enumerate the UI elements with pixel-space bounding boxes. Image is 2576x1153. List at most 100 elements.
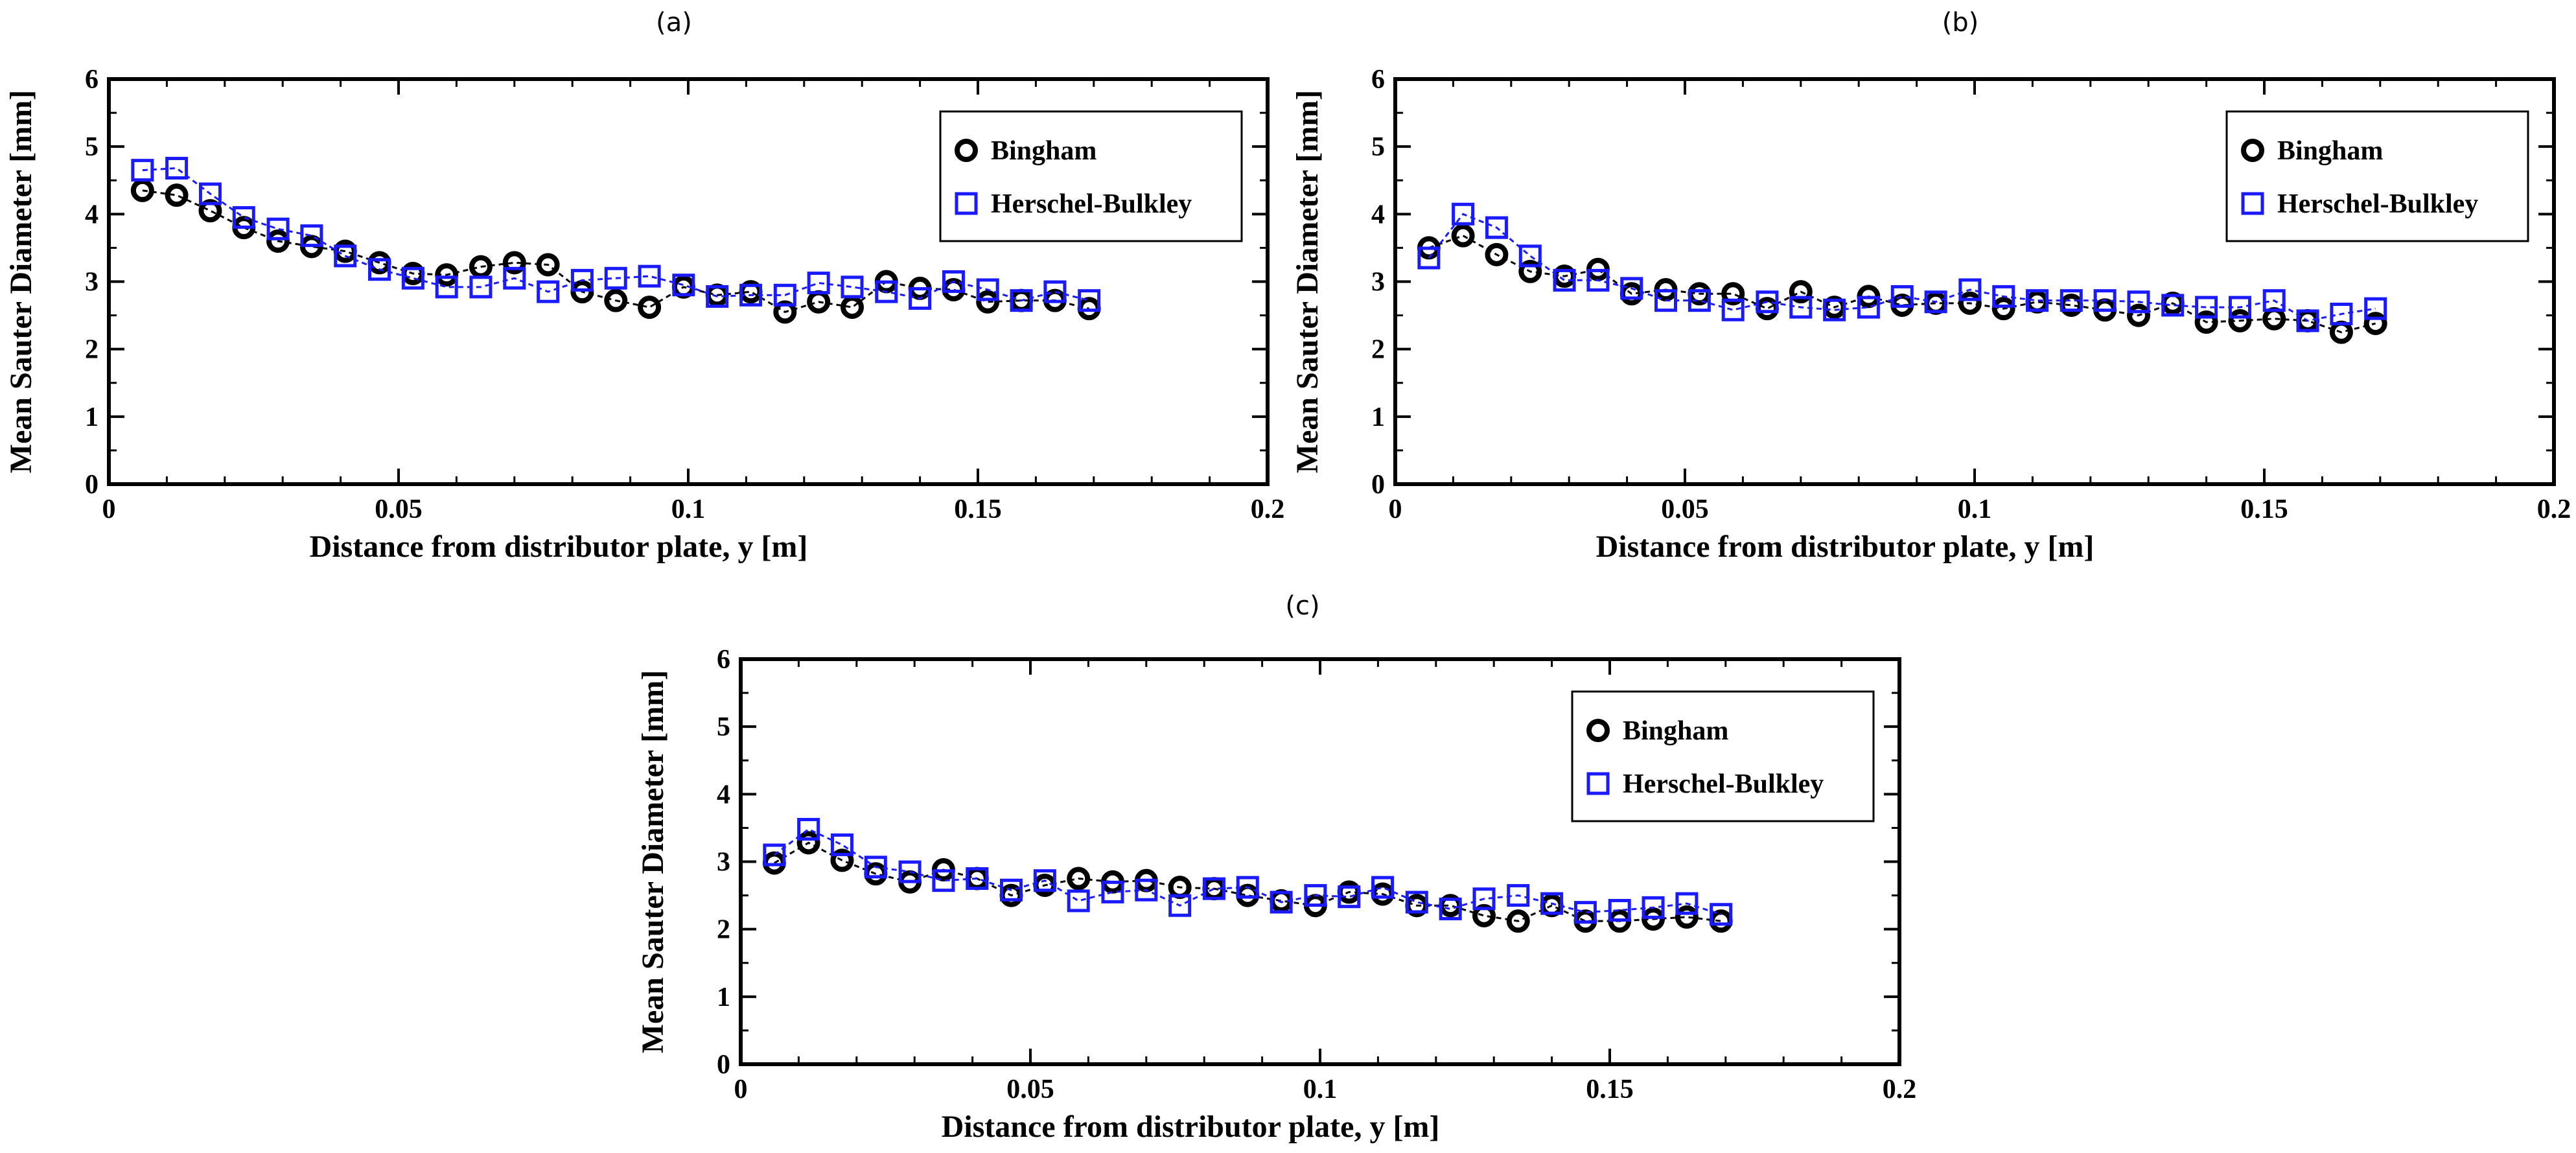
data-point-square: [537, 280, 560, 303]
x-tick-label: 0.1: [1958, 495, 1992, 524]
legend: Bingham Herschel-Bulkley: [2225, 110, 2529, 242]
data-point-square: [1586, 268, 1610, 292]
data-point-circle: [1789, 280, 1813, 304]
data-point-square: [807, 272, 830, 295]
data-point-square: [1890, 285, 1914, 308]
data-point-square: [1924, 290, 1947, 314]
legend-entry: Herschel-Bulkley: [2277, 189, 2478, 219]
x-axis-label: Distance from distributor plate, y [m]: [942, 1110, 1440, 1144]
data-point-square: [1236, 876, 1259, 899]
data-point-square: [1688, 289, 1711, 312]
data-point-square: [131, 159, 154, 182]
data-point-square: [1452, 202, 1475, 226]
data-point-square: [942, 270, 965, 293]
data-point-square: [2161, 294, 2185, 317]
y-axis-label: Mean Sauter Diameter [mm]: [1290, 90, 1325, 473]
data-point-square: [672, 274, 695, 297]
data-point-square: [1518, 244, 1542, 268]
data-point-square: [165, 157, 189, 180]
data-point-circle: [1991, 297, 2015, 321]
data-point-square: [1573, 901, 1597, 924]
data-point-square: [570, 268, 594, 292]
data-point-circle: [604, 288, 628, 312]
data-point-square: [1304, 884, 1327, 907]
data-point-square: [1078, 289, 1101, 312]
y-tick-label: 0: [717, 1050, 730, 1080]
data-point-circle: [502, 251, 526, 275]
y-tick-label: 5: [717, 712, 730, 742]
y-tick-label: 3: [717, 848, 730, 878]
data-point-circle: [1721, 282, 1745, 306]
data-point-square: [2093, 289, 2117, 312]
y-tick-label: 1: [1371, 402, 1385, 432]
data-point-square: [401, 266, 424, 290]
series-herschel-bulkley: [131, 157, 1101, 312]
data-point-square: [797, 818, 820, 841]
y-tick-label: 6: [717, 645, 730, 675]
data-point-square: [1485, 216, 1508, 239]
data-point-square: [763, 843, 786, 867]
data-point-square: [2195, 296, 2218, 319]
data-point-circle: [2194, 310, 2218, 334]
data-point-circle: [435, 263, 459, 287]
legend-marker-square: [955, 192, 978, 215]
data-point-square: [638, 264, 661, 288]
x-axis-label: Distance from distributor plate, y [m]: [310, 530, 808, 564]
y-tick-label: 2: [85, 335, 99, 365]
data-point-square: [1033, 869, 1056, 892]
y-tick-label: 3: [1371, 268, 1385, 297]
y-tick-label: 1: [85, 402, 99, 432]
series-bingham: [1417, 224, 2387, 344]
y-tick-label: 2: [717, 915, 730, 945]
y-tick-label: 4: [717, 780, 730, 809]
y-tick-label: 5: [85, 132, 99, 162]
x-tick-label: 0.2: [1883, 1075, 1917, 1104]
panel-label-c: (c): [1285, 591, 1320, 621]
data-point-circle: [638, 296, 662, 320]
data-point-circle: [841, 296, 864, 320]
data-point-square: [1992, 285, 2015, 308]
x-tick-label: 0.2: [1251, 495, 1285, 524]
y-tick-label: 6: [85, 65, 99, 95]
legend-marker-circle: [955, 139, 978, 162]
x-tick-label: 0: [102, 495, 116, 524]
data-point-square: [435, 275, 458, 299]
data-point-square: [773, 283, 796, 307]
y-tick-label: 6: [1371, 65, 1385, 95]
y-tick-label: 5: [1371, 132, 1385, 162]
data-point-square: [604, 266, 627, 290]
data-point-circle: [1709, 909, 1733, 933]
data-point-square: [1789, 296, 1813, 319]
data-point-circle: [1451, 224, 1475, 248]
data-point-circle: [2127, 303, 2151, 327]
data-point-square: [2060, 289, 2083, 312]
x-tick-label: 0: [734, 1075, 748, 1104]
data-point-circle: [1067, 867, 1091, 891]
y-axis-label: Mean Sauter Diameter [mm]: [636, 670, 670, 1053]
legend-entry: Herschel-Bulkley: [991, 189, 1192, 219]
data-point-square: [198, 182, 222, 205]
data-point-circle: [1675, 905, 1699, 929]
y-tick-label: 2: [1371, 335, 1385, 365]
data-point-square: [932, 869, 955, 892]
series-herschel-bulkley: [1417, 202, 2387, 332]
data-point-circle: [773, 300, 797, 324]
data-point-square: [909, 287, 932, 310]
data-point-square: [2296, 309, 2319, 332]
data-point-circle: [2363, 312, 2387, 336]
data-point-square: [469, 275, 493, 299]
legend-entry: Bingham: [991, 136, 1097, 166]
legend-entry: Bingham: [2277, 136, 2383, 166]
x-tick-label: 0.2: [2537, 495, 2571, 524]
y-tick-label: 4: [1371, 200, 1385, 229]
data-point-square: [1338, 885, 1361, 909]
data-point-square: [1721, 298, 1745, 321]
legend-box: [1571, 690, 1875, 822]
y-tick-label: 0: [85, 470, 99, 500]
data-point-square: [1405, 891, 1428, 914]
x-axis-label: Distance from distributor plate, y [m]: [1596, 530, 2094, 564]
x-tick-label: 0.15: [954, 495, 1002, 524]
data-point-square: [1654, 289, 1677, 312]
data-point-square: [1620, 277, 1643, 300]
data-point-square: [1540, 892, 1564, 915]
